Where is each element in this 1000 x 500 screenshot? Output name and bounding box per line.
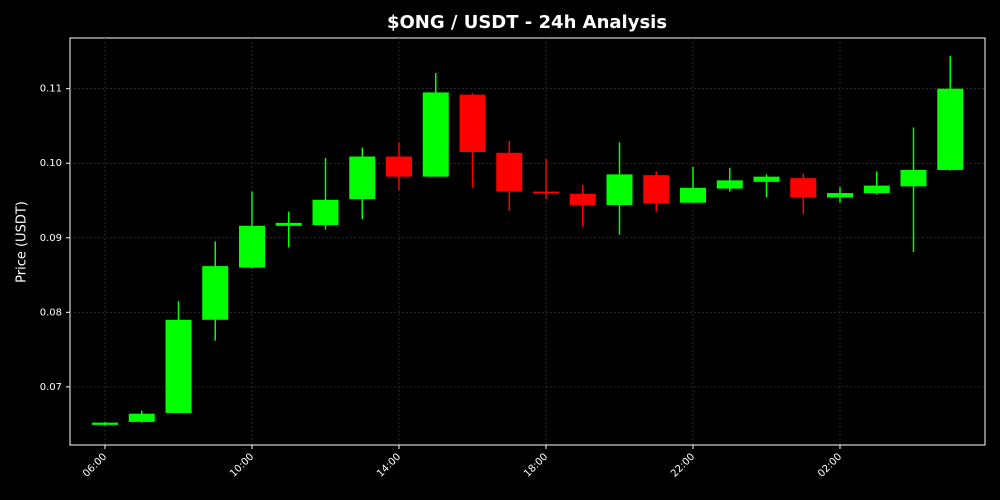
candle-body [386, 156, 412, 177]
candle-body [312, 199, 339, 226]
candle-body [165, 319, 192, 413]
y-axis-label: Price (USDT) [15, 201, 30, 283]
candle-body [863, 185, 890, 194]
candle-body [716, 180, 743, 189]
candle-body [606, 174, 633, 205]
candle-body [827, 193, 853, 198]
y-tick-label: 0.10 [40, 158, 62, 169]
candle-body [533, 191, 559, 194]
candle-body [790, 178, 817, 198]
candle-body [239, 225, 265, 268]
candle-body [128, 413, 155, 422]
x-tick-label: 14:00 [375, 451, 403, 479]
candle-body [900, 169, 927, 187]
candle-body [680, 187, 706, 203]
y-tick-label: 0.08 [40, 307, 62, 318]
candle-body [937, 88, 964, 170]
y-tick-label: 0.11 [40, 84, 62, 95]
candle-body [92, 422, 118, 425]
candle-body [202, 266, 229, 320]
y-tick-label: 0.09 [40, 233, 62, 244]
x-tick-label: 22:00 [669, 451, 697, 479]
candle-body [349, 156, 376, 200]
x-tick-label: 10:00 [228, 451, 256, 479]
chart-title: $ONG / USDT - 24h Analysis [387, 12, 667, 33]
candle-body [496, 152, 523, 192]
candle-body [753, 176, 780, 182]
candle-body [459, 94, 486, 153]
candle-body [275, 222, 302, 226]
candle-body [422, 92, 449, 177]
x-tick-label: 02:00 [816, 451, 844, 479]
plot-area [69, 37, 986, 446]
x-tick-label: 06:00 [81, 451, 109, 479]
x-tick-label: 18:00 [522, 451, 550, 479]
y-tick-label: 0.07 [40, 382, 62, 393]
candle-body [569, 193, 596, 205]
candle-body [643, 175, 670, 204]
